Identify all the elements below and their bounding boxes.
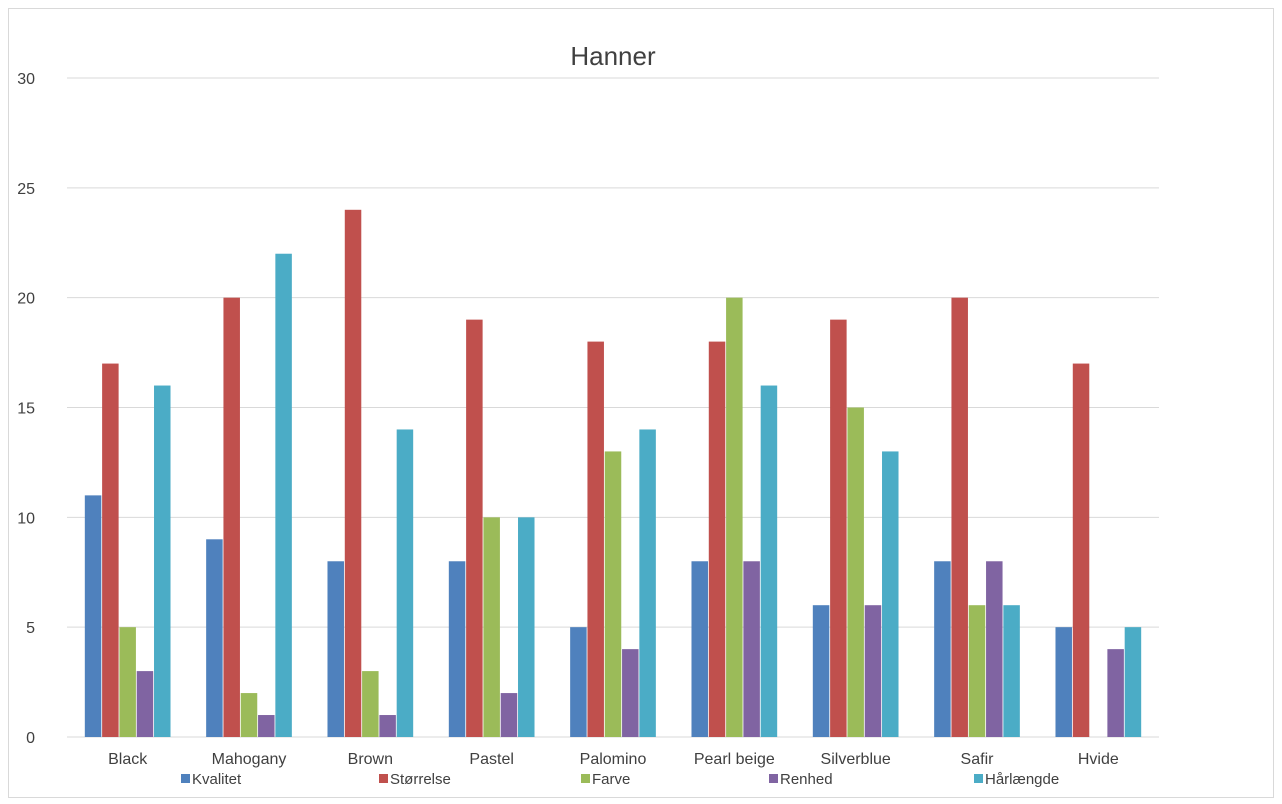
bar-renhed-silverblue (864, 605, 882, 737)
x-category-label: Safir (961, 751, 995, 768)
x-category-label: Silverblue (821, 751, 891, 768)
legend-item: Renhed (769, 771, 833, 788)
bar-farve-brown (362, 671, 379, 737)
bar-renhed-safir (986, 561, 1003, 737)
y-tick-label: 10 (17, 510, 35, 527)
bar-renhed-palomino (622, 649, 639, 737)
legend-swatch (181, 774, 190, 783)
bar-kvalitet-hvide (1055, 627, 1072, 737)
bar-kvalitet-mahogany (206, 539, 223, 737)
legend-label: Størrelse (390, 771, 451, 788)
y-tick-label: 30 (17, 71, 35, 88)
bar-størrelse-pearl-beige (708, 341, 726, 737)
bar-kvalitet-silverblue (812, 605, 830, 737)
bar-hårlængde-hvide (1124, 627, 1142, 737)
x-category-label: Pastel (469, 751, 513, 768)
legend-label: Renhed (780, 771, 833, 788)
legend-label: Farve (592, 771, 630, 788)
bar-farve-safir (968, 605, 986, 737)
bar-renhed-black (136, 671, 154, 737)
x-axis-categories: Black Mahogany Brown Pastel Palomino Pearl be… (108, 751, 1119, 768)
bar-kvalitet-brown (327, 561, 344, 737)
bar-renhed-pearl-beige (743, 561, 760, 737)
bar-kvalitet-pearl-beige (691, 561, 708, 737)
bar-hårlængde-mahogany (275, 253, 292, 737)
bar-farve-pearl-beige (726, 297, 743, 737)
bar-kvalitet-palomino (570, 627, 587, 737)
legend-label: Kvalitet (192, 771, 242, 788)
bar-størrelse-black (102, 363, 119, 737)
legend-label: Hårlængde (985, 771, 1059, 788)
legend: Kvalitet Størrelse Farve Renhed Hårlængde (181, 771, 1059, 788)
y-tick-label: 0 (26, 730, 35, 747)
bar-størrelse-brown (344, 209, 362, 738)
legend-item: Kvalitet (181, 771, 242, 788)
bar-størrelse-silverblue (830, 319, 847, 737)
y-tick-label: 5 (26, 620, 35, 637)
bar-kvalitet-black (84, 495, 102, 737)
bar-renhed-mahogany (258, 715, 275, 737)
bar-hårlængde-silverblue (882, 451, 899, 737)
legend-item: Farve (581, 771, 630, 788)
bar-størrelse-safir (951, 297, 968, 737)
bar-renhed-pastel (500, 693, 518, 737)
bar-farve-pastel (483, 517, 500, 737)
bar-kvalitet-safir (934, 561, 951, 737)
x-category-label: Brown (348, 751, 393, 768)
bar-størrelse-pastel (466, 319, 483, 737)
chart-title: Hanner (570, 41, 656, 71)
legend-item: Hårlængde (974, 771, 1059, 788)
bar-farve-silverblue (847, 407, 864, 737)
y-axis-ticks: 0 5 10 15 20 25 30 (17, 71, 35, 747)
bars (84, 209, 1142, 738)
bar-hårlængde-safir (1003, 605, 1020, 737)
bar-farve-mahogany (240, 693, 258, 737)
legend-swatch (379, 774, 388, 783)
x-category-label: Palomino (580, 751, 647, 768)
bar-hårlængde-black (154, 385, 171, 737)
legend-swatch (974, 774, 983, 783)
chart-container: Hanner 0 5 10 15 20 25 30 Black Mahogany Brown Pa… (8, 8, 1274, 798)
legend-swatch (769, 774, 778, 783)
legend-swatch (581, 774, 590, 783)
bar-renhed-brown (379, 715, 396, 737)
y-tick-label: 15 (17, 401, 35, 418)
bar-chart: Hanner 0 5 10 15 20 25 30 Black Mahogany Brown Pa… (17, 41, 1159, 788)
bar-hårlængde-pearl-beige (760, 385, 778, 737)
bar-størrelse-palomino (587, 341, 604, 737)
bar-renhed-hvide (1107, 649, 1124, 737)
y-tick-label: 25 (17, 181, 35, 198)
bar-kvalitet-pastel (448, 561, 466, 737)
x-category-label: Black (108, 751, 148, 768)
bar-hårlængde-pastel (518, 517, 535, 737)
y-tick-label: 20 (17, 291, 35, 308)
x-category-label: Hvide (1078, 751, 1119, 768)
x-category-label: Pearl beige (694, 751, 775, 768)
legend-item: Størrelse (379, 771, 451, 788)
bar-farve-palomino (604, 451, 622, 737)
bar-hårlængde-palomino (639, 429, 656, 737)
bar-størrelse-hvide (1072, 363, 1090, 737)
bar-størrelse-mahogany (223, 297, 240, 737)
bar-hårlængde-brown (396, 429, 414, 737)
x-category-label: Mahogany (212, 751, 287, 768)
bar-farve-black (119, 627, 136, 737)
